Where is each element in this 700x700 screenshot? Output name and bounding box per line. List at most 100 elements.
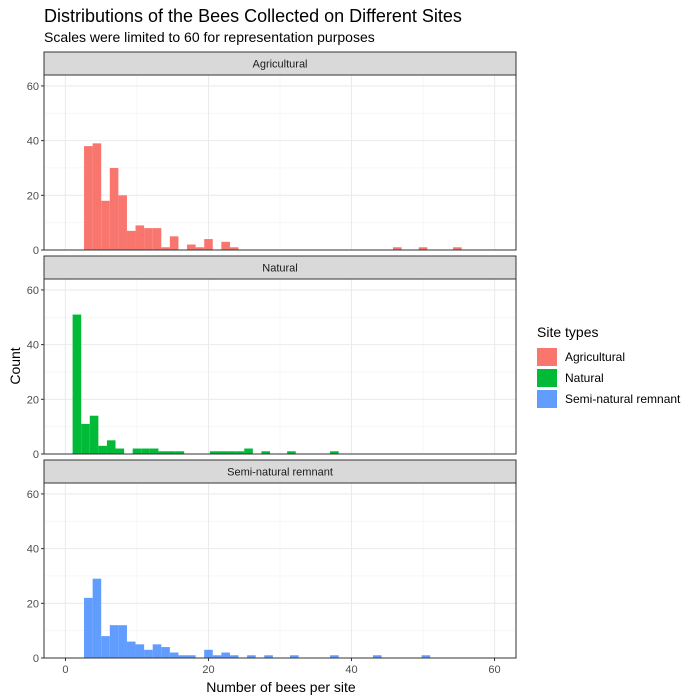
histogram-bar xyxy=(169,236,179,250)
chart-subtitle: Scales were limited to 60 for representa… xyxy=(44,29,375,45)
y-axis-title: Count xyxy=(7,347,23,384)
histogram-bar xyxy=(212,655,222,658)
histogram-bar xyxy=(187,655,196,658)
histogram-bar xyxy=(141,448,150,454)
histogram-bar xyxy=(135,644,145,658)
histogram-bar xyxy=(72,314,82,454)
y-tick-label: 20 xyxy=(27,190,39,202)
histogram-bar xyxy=(101,636,110,658)
y-tick-label: 40 xyxy=(27,544,39,556)
histogram-bar xyxy=(158,451,168,454)
histogram-bar xyxy=(204,239,213,250)
panel-border xyxy=(43,278,517,455)
legend-key xyxy=(537,348,557,366)
histogram-bar xyxy=(178,655,188,658)
histogram-bar xyxy=(144,228,153,250)
histogram-bar xyxy=(264,655,273,658)
histogram-bar xyxy=(84,146,93,250)
histogram-bar xyxy=(101,200,110,250)
histogram-bar xyxy=(149,448,159,454)
histogram-bar xyxy=(161,647,170,658)
histogram-bar xyxy=(244,448,253,454)
histogram-bar xyxy=(204,649,213,658)
histogram-bar xyxy=(152,228,162,250)
strip-label: Semi-natural remnant xyxy=(227,467,333,479)
histogram-bar xyxy=(453,247,462,250)
histogram-bar xyxy=(126,230,136,250)
x-tick-label: 20 xyxy=(202,664,214,676)
histogram-bar xyxy=(98,445,107,454)
legend: Site types Agricultural Natural Semi-natur… xyxy=(537,324,681,408)
panel-0: Agricultural 0 20 40 60 xyxy=(27,51,517,257)
y-tick-label: 60 xyxy=(27,81,39,93)
y-tick-label: 0 xyxy=(33,449,39,461)
histogram-bar xyxy=(392,247,402,250)
panel-border xyxy=(43,74,517,251)
y-tick-label: 40 xyxy=(27,136,39,148)
y-tick-label: 60 xyxy=(27,285,39,297)
histogram-bar xyxy=(106,440,116,454)
y-tick-label: 40 xyxy=(27,340,39,352)
histogram-bar xyxy=(109,167,119,250)
histogram-bar xyxy=(161,247,170,250)
panel-2: Semi-natural remnant 0 20 40 60 0 20 40 60 xyxy=(27,459,517,676)
histogram-bar xyxy=(118,195,127,250)
histogram-bar xyxy=(221,652,230,658)
legend-label: Semi-natural remnant xyxy=(565,392,681,406)
x-tick-label: 60 xyxy=(488,664,500,676)
panel-1: Natural 0 20 40 60 xyxy=(27,255,517,461)
y-tick-label: 0 xyxy=(33,245,39,257)
y-tick-label: 20 xyxy=(27,598,39,610)
histogram-bar xyxy=(418,247,428,250)
histogram-bar xyxy=(132,448,142,454)
histogram-bar xyxy=(109,625,119,658)
legend-label: Natural xyxy=(565,371,604,385)
legend-key xyxy=(537,369,557,387)
histogram-bar xyxy=(209,451,219,454)
panels: Agricultural0204060Natural0204060Semi-na… xyxy=(27,51,517,676)
panel-border xyxy=(43,482,517,659)
x-tick-label: 0 xyxy=(62,664,68,676)
histogram-bar xyxy=(187,244,196,250)
y-tick-label: 0 xyxy=(33,653,39,665)
histogram-bar xyxy=(126,641,136,658)
histogram-bar xyxy=(287,451,296,454)
chart-title: Distributions of the Bees Collected on D… xyxy=(44,6,462,26)
x-axis-title: Number of bees per site xyxy=(206,679,356,695)
histogram-bar xyxy=(218,451,228,454)
histogram-bar xyxy=(235,451,245,454)
histogram-bar xyxy=(169,652,179,658)
histogram-bar xyxy=(330,655,339,658)
histogram-bar xyxy=(290,655,299,658)
legend-key xyxy=(537,390,557,408)
strip-label: Natural xyxy=(262,263,297,275)
histogram-bar xyxy=(227,451,236,454)
histogram-bar xyxy=(247,655,256,658)
histogram-bar xyxy=(92,578,102,658)
histogram-bar xyxy=(330,451,339,454)
x-tick-label: 40 xyxy=(345,664,357,676)
histogram-bar xyxy=(84,597,93,658)
histogram-bar xyxy=(229,655,239,658)
histogram-bar xyxy=(144,649,153,658)
histogram-bar xyxy=(81,423,90,454)
y-tick-label: 60 xyxy=(27,489,39,501)
histogram-bar xyxy=(261,451,270,454)
histogram-bar xyxy=(421,655,431,658)
histogram-bar xyxy=(115,448,125,454)
y-tick-label: 20 xyxy=(27,394,39,406)
histogram-bar xyxy=(195,247,205,250)
histogram-bar xyxy=(229,247,239,250)
histogram-bar xyxy=(221,241,230,250)
histogram-bar xyxy=(92,143,102,250)
histogram-bar xyxy=(152,644,162,658)
histogram-bar xyxy=(372,655,382,658)
histogram-bar xyxy=(167,451,176,454)
strip-label: Agricultural xyxy=(252,59,307,71)
histogram-bar xyxy=(135,225,145,250)
legend-label: Agricultural xyxy=(565,350,625,364)
legend-title: Site types xyxy=(537,324,598,340)
histogram-bar xyxy=(175,451,185,454)
histogram-bar xyxy=(89,415,99,454)
